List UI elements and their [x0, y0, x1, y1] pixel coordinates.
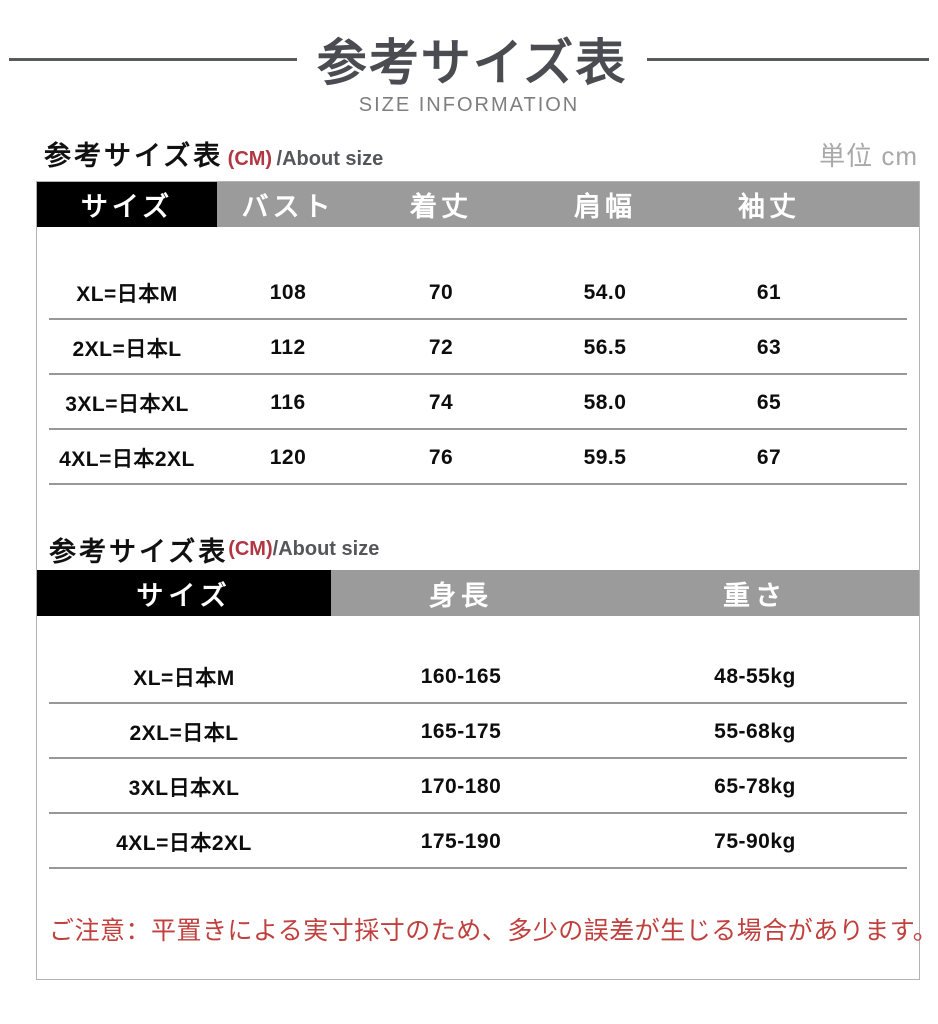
table-row: 2XL=日本L 165-175 55-68kg: [37, 704, 919, 759]
table-row: XL=日本M 160-165 48-55kg: [37, 649, 919, 704]
height-cell: 170-180: [420, 774, 502, 798]
table-row: 4XL=日本2XL 120 76 59.5 67: [37, 430, 919, 485]
length-cell: 76: [428, 445, 454, 469]
size-cell: XL=日本M: [76, 282, 178, 306]
table1-header-shoulder: 肩幅: [523, 182, 687, 227]
page-title-block: 参考サイズ表: [0, 0, 938, 92]
bust-cell: 108: [269, 280, 307, 304]
title-divider-right: [647, 57, 930, 61]
table2-top-spacer: [37, 616, 919, 649]
bust-cell: 112: [270, 335, 306, 359]
sleeve-cell: 65: [756, 390, 782, 414]
sleeve-cell: 67: [756, 445, 782, 469]
table-row: 2XL=日本L 112 72 56.5 63: [37, 320, 919, 375]
height-cell: 165-175: [420, 719, 502, 743]
measurement-note: ご注意：平置きによる実寸採寸のため、多少の誤差が生じる場合があります。: [49, 917, 938, 945]
table1-header-row: サイズ バスト 着丈 肩幅 袖丈: [37, 182, 919, 227]
bust-cell: 120: [269, 445, 307, 469]
size-cell: 3XL=日本XL: [65, 392, 189, 416]
shoulder-cell: 58.0: [583, 390, 627, 414]
size-cell: 4XL=日本2XL: [116, 831, 252, 855]
table2-header-weight: 重さ: [591, 570, 919, 616]
bust-cell: 116: [270, 390, 306, 414]
table-row: 3XL日本XL 170-180 65-78kg: [37, 759, 919, 814]
table2-header-size: サイズ: [37, 570, 331, 616]
table1-header-sleeve: 袖丈: [687, 182, 851, 227]
shoulder-cell: 54.0: [583, 280, 627, 304]
table2-header-height: 身長: [331, 570, 591, 616]
page-subtitle: SIZE INFORMATION: [358, 94, 580, 116]
section2-heading: 参考サイズ表 (CM) /About size: [37, 529, 919, 570]
section1-heading: 参考サイズ表 (CM) /About size: [44, 134, 383, 173]
section2-heading-about: /About size: [272, 538, 380, 560]
size-tables-box: サイズ バスト 着丈 肩幅 袖丈 XL=日本M 108 70 54.0 61 2…: [36, 181, 938, 980]
section2-heading-cm: (CM): [228, 538, 273, 560]
weight-cell: 48-55kg: [714, 664, 796, 688]
sleeve-cell: 61: [756, 280, 782, 304]
section1-heading-about: /About size: [276, 148, 384, 170]
section1-heading-row: 参考サイズ表 (CM) /About size 単位 cm: [36, 117, 920, 181]
size-cell: 4XL=日本2XL: [59, 447, 195, 471]
height-cell: 175-190: [420, 829, 502, 853]
size-cell: 2XL=日本L: [129, 721, 239, 745]
weight-cell: 75-90kg: [714, 829, 796, 853]
sleeve-cell: 63: [756, 335, 782, 359]
height-cell: 160-165: [420, 664, 502, 688]
page-title: 参考サイズ表: [316, 34, 628, 92]
section2-heading-jp: 参考サイズ表: [49, 537, 229, 567]
table1-header-filler: [851, 182, 919, 227]
weight-cell: 55-68kg: [714, 719, 796, 743]
table1-top-spacer: [37, 227, 919, 265]
table-row: XL=日本M 108 70 54.0 61: [37, 265, 919, 320]
section1-heading-cm: (CM): [227, 148, 273, 170]
size-cell: XL=日本M: [133, 666, 235, 690]
table1-header-bust: バスト: [217, 182, 359, 227]
size-cell: 3XL日本XL: [128, 776, 240, 800]
length-cell: 74: [428, 390, 454, 414]
table1-header-size: サイズ: [37, 182, 217, 227]
unit-label: 単位 cm: [819, 141, 918, 171]
length-cell: 72: [428, 335, 454, 359]
title-divider-left: [8, 57, 297, 61]
shoulder-cell: 56.5: [583, 335, 627, 359]
table-row: 4XL=日本2XL 175-190 75-90kg: [37, 814, 919, 869]
between-tables-spacer: [37, 485, 919, 529]
table2-header-row: サイズ 身長 重さ: [37, 570, 919, 616]
size-cell: 2XL=日本L: [72, 337, 182, 361]
table1-header-length: 着丈: [359, 182, 523, 227]
weight-cell: 65-78kg: [714, 774, 796, 798]
section1-heading-jp: 参考サイズ表: [44, 141, 224, 171]
table-row: 3XL=日本XL 116 74 58.0 65: [37, 375, 919, 430]
shoulder-cell: 59.5: [583, 445, 627, 469]
length-cell: 70: [428, 280, 454, 304]
content-area: 参考サイズ表 (CM) /About size 単位 cm サイズ バスト 着丈…: [36, 117, 938, 980]
